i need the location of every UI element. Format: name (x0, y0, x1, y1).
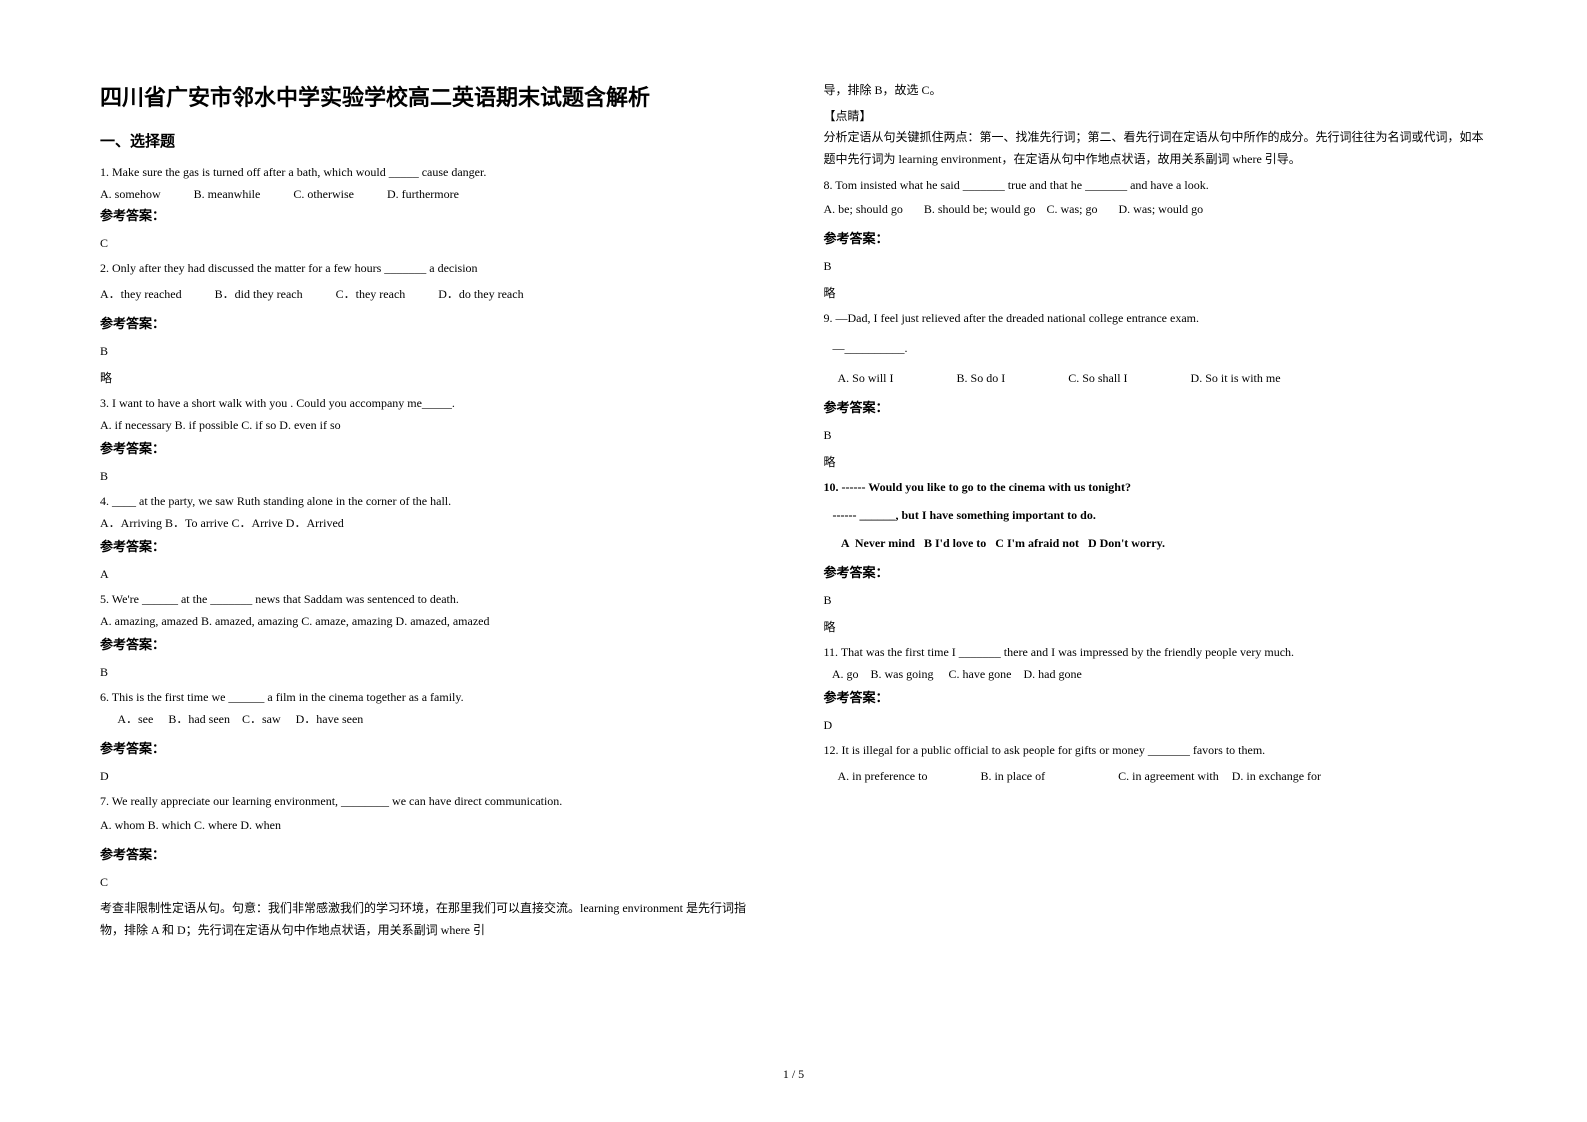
question-7: 7. We really appreciate our learning env… (100, 792, 764, 941)
q7-options: A. whom B. which C. where D. when (100, 816, 764, 834)
q12-options: A. in preference to B. in place of C. in… (824, 767, 1488, 785)
left-column: 四川省广安市邻水中学实验学校高二英语期末试题含解析 一、选择题 1. Make … (100, 80, 764, 949)
question-6: 6. This is the first time we ______ a fi… (100, 688, 764, 784)
q8-stem: 8. Tom insisted what he said _______ tru… (824, 176, 1488, 194)
q8-opt-b: B. should be; would go (924, 200, 1036, 218)
question-1: 1. Make sure the gas is turned off after… (100, 163, 764, 251)
question-3: 3. I want to have a short walk with you … (100, 394, 764, 484)
q1-opt-c: C. otherwise (293, 185, 354, 203)
q6-answer: D (100, 769, 764, 784)
q3-ref-label: 参考答案： (100, 438, 764, 457)
q11-stem: 11. That was the first time I _______ th… (824, 643, 1488, 661)
q8-options: A. be; should go B. should be; would go … (824, 200, 1488, 218)
q12-opt-b: B. in place of (980, 767, 1045, 785)
q11-options: A. go B. was going C. have gone D. had g… (824, 665, 1488, 683)
q9-answer: B (824, 428, 1488, 443)
q10-answer: B (824, 593, 1488, 608)
q2-opt-a: A．they reached (100, 285, 182, 303)
q2-ref-label: 参考答案： (100, 313, 764, 332)
right-column: 导，排除 B，故选 C。 【点睛】 分析定语从句关键抓住两点：第一、找准先行词；… (824, 80, 1488, 949)
q2-opt-b: B．did they reach (215, 285, 303, 303)
q9-opt-b: B. So do I (957, 369, 1006, 387)
q1-options: A. somehow B. meanwhile C. otherwise D. … (100, 185, 764, 203)
q8-opt-a: A. be; should go (824, 200, 903, 218)
page-container: 四川省广安市邻水中学实验学校高二英语期末试题含解析 一、选择题 1. Make … (0, 0, 1587, 969)
question-10: 10. ------ Would you like to go to the c… (824, 478, 1488, 635)
q7-point-text: 分析定语从句关键抓住两点：第一、找准先行词；第二、看先行词在定语从句中所作的成分… (824, 127, 1488, 170)
q5-stem: 5. We're ______ at the _______ news that… (100, 590, 764, 608)
q3-options: A. if necessary B. if possible C. if so … (100, 416, 764, 434)
q9-options: A. So will I B. So do I C. So shall I D.… (824, 369, 1488, 387)
q12-opt-c: C. in agreement with (1118, 767, 1219, 785)
q10-options: A Never mind B I'd love to C I'm afraid … (824, 534, 1488, 552)
question-4: 4. ____ at the party, we saw Ruth standi… (100, 492, 764, 582)
question-11: 11. That was the first time I _______ th… (824, 643, 1488, 733)
q9-opt-a: A. So will I (838, 369, 894, 387)
q4-ref-label: 参考答案： (100, 536, 764, 555)
q4-answer: A (100, 567, 764, 582)
q1-opt-b: B. meanwhile (194, 185, 261, 203)
q5-answer: B (100, 665, 764, 680)
q3-stem: 3. I want to have a short walk with you … (100, 394, 764, 412)
q7-explain-part1: 考查非限制性定语从句。句意：我们非常感激我们的学习环境，在那里我们可以直接交流。… (100, 898, 764, 941)
q10-brief: 略 (824, 618, 1488, 635)
q9-opt-c: C. So shall I (1068, 369, 1127, 387)
q8-brief: 略 (824, 284, 1488, 301)
q1-ref-label: 参考答案： (100, 205, 764, 224)
q12-opt-a: A. in preference to (838, 767, 928, 785)
q8-ref-label: 参考答案： (824, 228, 1488, 247)
q12-opt-d: D. in exchange for (1232, 767, 1321, 785)
q10-stem2: ------ ______, but I have something impo… (824, 506, 1488, 524)
q5-ref-label: 参考答案： (100, 634, 764, 653)
q7-ref-label: 参考答案： (100, 844, 764, 863)
q8-opt-d: D. was; would go (1119, 200, 1204, 218)
question-2: 2. Only after they had discussed the mat… (100, 259, 764, 386)
document-title: 四川省广安市邻水中学实验学校高二英语期末试题含解析 (100, 80, 764, 112)
q2-answer: B (100, 344, 764, 359)
q5-options: A. amazing, amazed B. amazed, amazing C.… (100, 612, 764, 630)
q7-explain-part2: 导，排除 B，故选 C。 (824, 80, 1488, 102)
page-footer: 1 / 5 (0, 1067, 1587, 1082)
q9-stem2: —__________. (824, 339, 1488, 357)
q2-opt-c: C．they reach (336, 285, 406, 303)
question-12: 12. It is illegal for a public official … (824, 741, 1488, 785)
q6-stem: 6. This is the first time we ______ a fi… (100, 688, 764, 706)
q12-stem: 12. It is illegal for a public official … (824, 741, 1488, 759)
q3-answer: B (100, 469, 764, 484)
q10-stem1: 10. ------ Would you like to go to the c… (824, 478, 1488, 496)
q1-opt-a: A. somehow (100, 185, 161, 203)
q2-brief: 略 (100, 369, 764, 386)
q9-brief: 略 (824, 453, 1488, 470)
q1-answer: C (100, 236, 764, 251)
section-heading-1: 一、选择题 (100, 130, 764, 151)
q7-answer: C (100, 875, 764, 890)
q11-answer: D (824, 718, 1488, 733)
q1-stem: 1. Make sure the gas is turned off after… (100, 163, 764, 181)
q4-options: A．Arriving B．To arrive C．Arrive D．Arrive… (100, 514, 764, 532)
q2-stem: 2. Only after they had discussed the mat… (100, 259, 764, 277)
question-9: 9. —Dad, I feel just relieved after the … (824, 309, 1488, 470)
question-8: 8. Tom insisted what he said _______ tru… (824, 176, 1488, 301)
q1-opt-d: D. furthermore (387, 185, 459, 203)
q7-point-label: 【点睛】 (824, 106, 1488, 128)
q9-opt-d: D. So it is with me (1191, 369, 1281, 387)
q6-ref-label: 参考答案： (100, 738, 764, 757)
q6-options: A．see B．had seen C．saw D．have seen (100, 710, 764, 728)
q8-opt-c: C. was; go (1047, 200, 1098, 218)
q2-opt-d: D．do they reach (438, 285, 523, 303)
q2-options: A．they reached B．did they reach C．they r… (100, 285, 764, 303)
q7-stem: 7. We really appreciate our learning env… (100, 792, 764, 810)
q4-stem: 4. ____ at the party, we saw Ruth standi… (100, 492, 764, 510)
q10-ref-label: 参考答案： (824, 562, 1488, 581)
q9-stem1: 9. —Dad, I feel just relieved after the … (824, 309, 1488, 327)
q11-ref-label: 参考答案： (824, 687, 1488, 706)
q9-ref-label: 参考答案： (824, 397, 1488, 416)
q8-answer: B (824, 259, 1488, 274)
question-5: 5. We're ______ at the _______ news that… (100, 590, 764, 680)
